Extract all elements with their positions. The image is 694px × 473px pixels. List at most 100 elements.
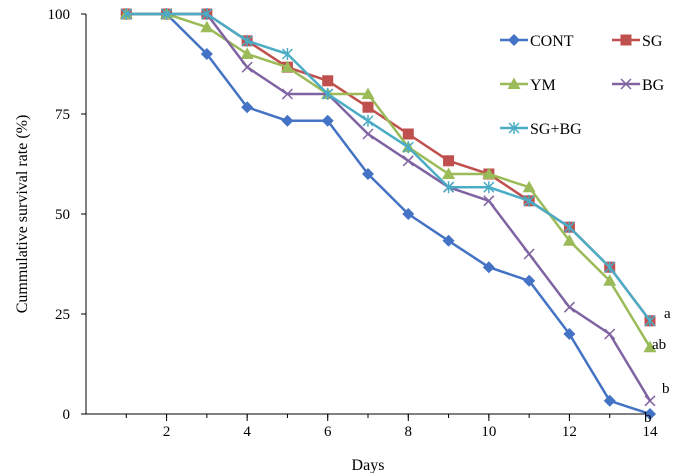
data-point-ym [442, 167, 456, 179]
y-tick-label: 75 [55, 107, 70, 123]
significance-label: b [662, 381, 670, 397]
data-point-ym [603, 274, 617, 286]
data-point-cont [644, 408, 656, 420]
series-line-sg [126, 12, 651, 322]
legend-item-ym: YM [500, 77, 556, 94]
data-point-cont [482, 261, 495, 274]
data-point-bg [281, 88, 293, 100]
data-point-cont [563, 328, 576, 340]
data-point-sg-bg [161, 8, 173, 20]
x-tick-label: 6 [324, 424, 332, 440]
significance-label: b [644, 410, 652, 426]
y-axis-label: Cummulative survival rate (%) [14, 115, 31, 314]
marker-stroke [241, 61, 253, 73]
data-point-ym [643, 340, 657, 353]
x-tick-label: 10 [481, 424, 496, 440]
data-point-sg-bg [402, 141, 414, 154]
data-point-cont [523, 274, 536, 287]
data-point-sg-bg [523, 194, 535, 207]
legend-label: CONT [530, 33, 574, 50]
data-point-sg-bg [604, 261, 616, 274]
data-point-cont [442, 234, 455, 247]
legend-item-cont: CONT [500, 33, 574, 50]
data-point-cont [321, 114, 334, 127]
marker-stroke [644, 395, 656, 407]
y-tick-label: 100 [48, 7, 71, 23]
marker-stroke [604, 328, 616, 340]
data-point-cont [362, 168, 374, 180]
data-point-sg-bg [322, 88, 334, 100]
annotations: a ab bb [644, 306, 671, 426]
series-line-sg-bg [126, 12, 651, 322]
x-tick-label: 14 [643, 424, 659, 440]
marker-stroke [402, 155, 414, 167]
data-point-bg [563, 301, 575, 313]
series-layer [119, 7, 657, 420]
data-point-cont [241, 101, 254, 114]
data-point-sg-bg [563, 221, 575, 234]
data-point-ym [280, 60, 294, 73]
legend: CONT SG YM BG SG+BG [500, 33, 665, 138]
data-point-sg-bg [483, 181, 495, 194]
series-line-bg [126, 12, 652, 402]
y-tick-label: 50 [55, 207, 70, 223]
data-point-bg [402, 155, 414, 167]
marker-stroke [523, 248, 535, 260]
data-point-bg [604, 328, 616, 340]
series-line-cont [126, 12, 651, 416]
marker-stroke [362, 128, 374, 140]
legend-label: SG+BG [530, 121, 582, 138]
legend-item-bg: BG [612, 77, 665, 94]
legend-marker [507, 77, 521, 89]
x-tick-label: 2 [163, 424, 171, 440]
data-point-ym [200, 20, 214, 33]
data-point-ym [240, 47, 254, 59]
legend-marker [620, 34, 632, 46]
data-point-ym [522, 180, 536, 193]
marker-stroke [483, 195, 495, 207]
data-point-bg [644, 395, 656, 407]
data-point-sg-bg [644, 314, 656, 327]
data-point-bg [362, 128, 374, 140]
data-point-sg-bg [241, 34, 253, 47]
data-point-sg-bg [362, 114, 374, 127]
legend-item-sg: SG [612, 33, 663, 50]
series-bg [120, 8, 656, 407]
legend-marker [508, 122, 520, 134]
legend-marker [620, 78, 632, 90]
data-point-sg-bg [201, 8, 213, 20]
data-point-sg [443, 155, 455, 167]
data-point-ym [562, 234, 576, 246]
data-point-cont [200, 48, 213, 60]
series-cont [120, 8, 656, 420]
x-tick-label: 12 [562, 424, 577, 440]
data-point-bg [483, 195, 495, 207]
legend-marker [508, 34, 520, 46]
data-point-ym [482, 167, 496, 179]
data-point-sg [402, 128, 414, 140]
data-point-sg [362, 101, 374, 113]
data-point-sg-bg [281, 48, 293, 60]
data-point-cont [281, 114, 294, 127]
significance-label: a [664, 306, 671, 322]
data-point-ym [361, 87, 375, 99]
data-point-bg [523, 248, 535, 260]
y-tick-label: 25 [55, 307, 70, 323]
data-point-sg-bg [120, 8, 132, 20]
series-sg [120, 8, 656, 327]
x-axis-label: Days [352, 457, 385, 473]
legend-item-sg-bg: SG+BG [500, 121, 582, 138]
series-sg-bg [120, 8, 656, 327]
marker-stroke [563, 301, 575, 313]
data-point-sg-bg [443, 181, 455, 194]
legend-label: YM [530, 77, 556, 94]
significance-label: ab [652, 337, 666, 353]
legend-label: SG [642, 33, 663, 50]
y-tick-label: 0 [63, 407, 71, 423]
series-ym [119, 7, 657, 353]
data-point-sg [322, 75, 334, 87]
data-point-bg [241, 61, 253, 73]
data-point-cont [603, 394, 616, 407]
marker-stroke [281, 88, 293, 100]
